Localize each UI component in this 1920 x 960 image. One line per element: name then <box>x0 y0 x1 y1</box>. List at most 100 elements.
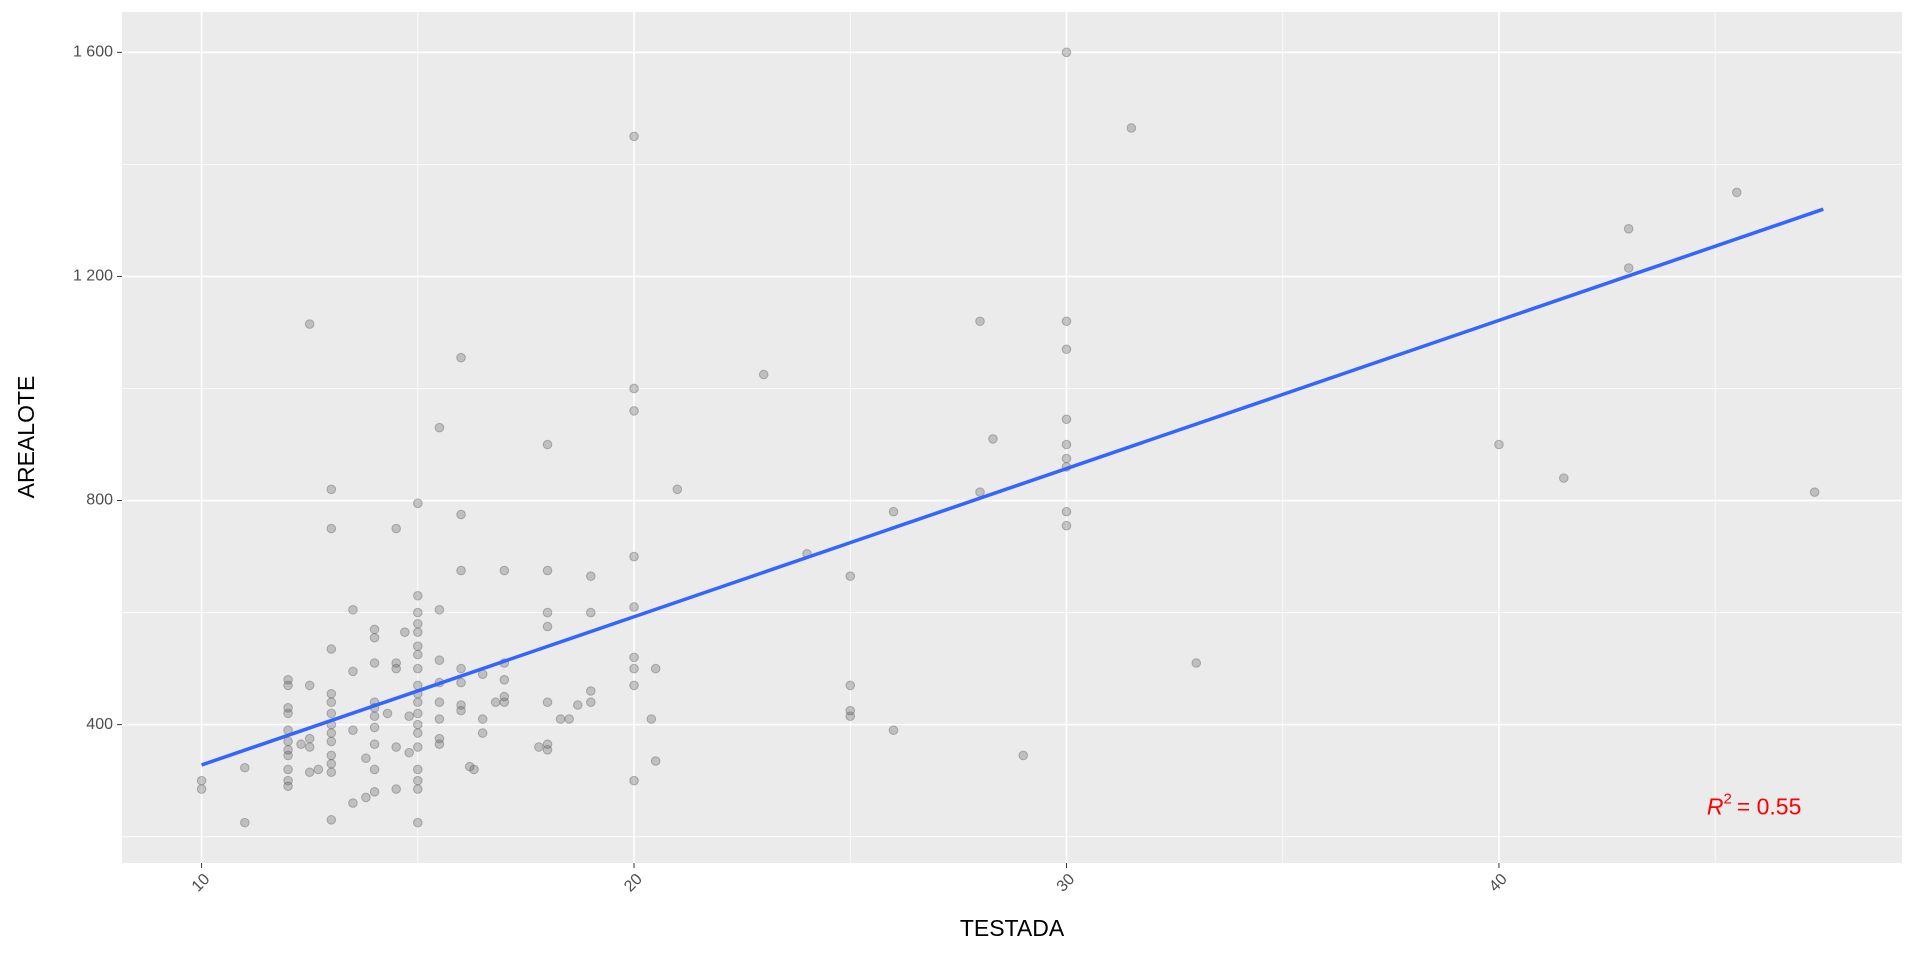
point <box>499 697 510 708</box>
point <box>629 602 639 612</box>
point <box>304 680 315 691</box>
point <box>1061 520 1072 531</box>
point <box>283 680 293 691</box>
point <box>326 644 337 654</box>
point <box>283 745 293 755</box>
point <box>564 714 574 724</box>
point <box>296 739 306 750</box>
point <box>456 352 466 363</box>
point <box>542 697 553 708</box>
point <box>413 663 423 674</box>
point <box>326 759 337 769</box>
point <box>1061 439 1072 450</box>
point <box>400 627 410 637</box>
point <box>1494 439 1504 450</box>
point <box>534 742 544 752</box>
point <box>988 434 998 444</box>
point <box>456 700 466 710</box>
r-squared: R2 = 0.55 <box>1707 791 1802 820</box>
point <box>348 798 358 808</box>
point <box>361 753 371 764</box>
point <box>413 728 423 738</box>
point <box>326 697 337 708</box>
point <box>413 697 423 708</box>
superscript: 2 <box>1723 791 1731 808</box>
point <box>413 627 423 637</box>
point <box>326 728 337 738</box>
point <box>326 815 337 825</box>
point <box>1061 316 1072 327</box>
point <box>283 750 293 761</box>
point <box>477 728 488 738</box>
point <box>434 655 445 665</box>
point <box>542 621 553 632</box>
point <box>413 590 423 601</box>
point <box>413 607 423 618</box>
point <box>283 764 293 775</box>
point <box>477 714 488 724</box>
point <box>326 708 337 719</box>
point <box>646 714 657 724</box>
point <box>413 708 423 719</box>
point <box>1061 453 1072 464</box>
point <box>1061 344 1072 355</box>
point <box>348 666 358 677</box>
point <box>283 781 293 792</box>
point <box>672 484 683 495</box>
point <box>369 632 380 643</box>
point <box>1061 414 1072 425</box>
point <box>650 756 661 766</box>
point <box>434 739 445 750</box>
point <box>845 571 856 581</box>
x-tick-label: 20 <box>621 871 646 896</box>
point <box>304 742 315 752</box>
point <box>326 767 337 778</box>
point <box>542 607 553 618</box>
point <box>434 733 445 744</box>
point <box>326 523 337 534</box>
point <box>413 817 423 828</box>
point <box>845 711 856 722</box>
point <box>326 689 337 699</box>
point <box>499 565 510 576</box>
point <box>413 641 423 651</box>
point <box>283 708 293 719</box>
point <box>845 705 856 716</box>
point <box>348 604 358 615</box>
point <box>413 498 423 509</box>
point <box>369 787 380 797</box>
point <box>304 733 315 744</box>
point <box>1623 224 1634 234</box>
point <box>304 767 315 778</box>
point <box>464 761 475 772</box>
point <box>629 652 639 663</box>
point <box>196 784 207 794</box>
point <box>629 551 639 562</box>
point <box>391 742 401 752</box>
point <box>391 784 401 794</box>
point <box>413 649 423 660</box>
point <box>542 439 553 450</box>
point <box>413 784 423 794</box>
point <box>845 680 856 691</box>
point <box>313 764 324 775</box>
point <box>283 736 293 747</box>
point <box>348 725 358 736</box>
point <box>629 663 639 674</box>
point <box>304 319 315 329</box>
point <box>975 316 985 327</box>
x-axis-title: TESTADA <box>960 915 1065 941</box>
y-tick-label: 400 <box>86 716 113 733</box>
point <box>434 697 445 708</box>
point <box>404 747 414 758</box>
point <box>382 708 393 719</box>
point <box>629 680 639 691</box>
point <box>456 705 466 716</box>
y-tick-label: 1 200 <box>73 268 113 285</box>
point <box>391 658 401 668</box>
point <box>283 675 293 685</box>
point <box>391 523 401 534</box>
point <box>1623 263 1634 273</box>
point <box>456 565 466 576</box>
